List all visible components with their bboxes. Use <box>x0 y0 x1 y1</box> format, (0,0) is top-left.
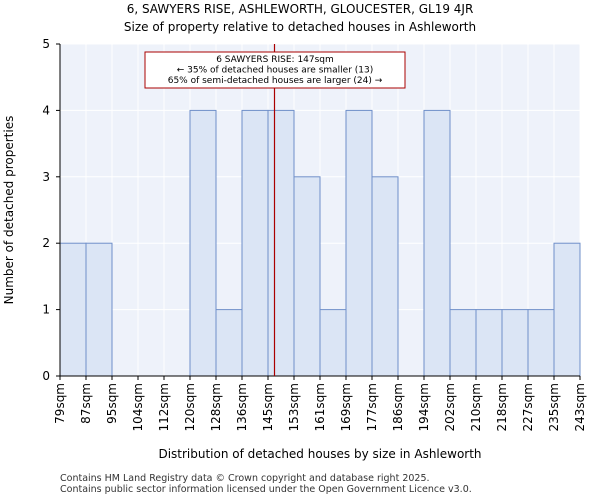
x-tick-label: 177sqm <box>365 383 379 431</box>
y-tick-label: 5 <box>42 37 50 51</box>
x-tick-label: 202sqm <box>443 383 457 431</box>
histogram-bar <box>319 309 347 377</box>
x-tick-label: 128sqm <box>209 383 223 431</box>
histogram-bar <box>527 309 555 377</box>
x-tick-label: 112sqm <box>157 383 171 431</box>
y-tick-label: 0 <box>42 369 50 383</box>
x-axis-title: Distribution of detached houses by size … <box>158 447 481 461</box>
histogram-bar <box>423 109 451 377</box>
annotation-text: 6 SAWYERS RISE: 147sqm <box>216 55 334 65</box>
annotation-box <box>144 51 406 89</box>
x-tick-label: 218sqm <box>495 383 509 431</box>
x-tick-label: 87sqm <box>79 383 93 424</box>
y-tick-label: 3 <box>42 170 50 184</box>
y-tick-label: 1 <box>42 303 50 317</box>
chart-title: 6, SAWYERS RISE, ASHLEWORTH, GLOUCESTER,… <box>126 2 474 16</box>
x-tick-label: 145sqm <box>261 383 275 431</box>
histogram-bar <box>501 309 529 377</box>
x-tick-label: 120sqm <box>183 383 197 431</box>
histogram-bar <box>59 242 87 377</box>
x-tick-label: 136sqm <box>235 383 249 431</box>
y-tick-label: 2 <box>42 236 50 250</box>
x-tick-label: 79sqm <box>53 383 67 424</box>
x-tick-label: 104sqm <box>131 383 145 431</box>
histogram-bar <box>241 109 269 377</box>
y-tick-label: 4 <box>42 103 50 117</box>
histogram-bar <box>475 309 503 377</box>
y-axis-title: Number of detached properties <box>2 116 16 305</box>
annotation-text: 65% of semi-detached houses are larger (… <box>168 76 383 86</box>
histogram-bar <box>345 109 373 377</box>
x-tick-label: 210sqm <box>469 383 483 431</box>
histogram-bar <box>189 109 217 377</box>
x-tick-label: 153sqm <box>287 383 301 431</box>
annotation-text: ← 35% of detached houses are smaller (13… <box>177 66 374 76</box>
x-tick-label: 194sqm <box>417 383 431 431</box>
histogram-bar <box>267 109 295 377</box>
x-tick-label: 169sqm <box>339 383 353 431</box>
x-tick-label: 95sqm <box>105 383 119 424</box>
histogram-bar <box>371 176 399 377</box>
x-tick-label: 161sqm <box>313 383 327 431</box>
histogram-bar <box>553 242 581 377</box>
footer-copyright: Contains HM Land Registry data © Crown c… <box>60 473 430 484</box>
histogram-bar <box>449 309 477 377</box>
histogram-bar <box>293 176 321 377</box>
footer-licence: Contains public sector information licen… <box>60 484 472 495</box>
x-tick-label: 186sqm <box>391 383 405 431</box>
chart-subtitle: Size of property relative to detached ho… <box>123 20 477 34</box>
x-tick-label: 235sqm <box>547 383 561 431</box>
histogram-bar <box>85 242 113 377</box>
x-tick-label: 243sqm <box>573 383 587 431</box>
histogram-bar <box>215 309 243 377</box>
x-tick-label: 227sqm <box>521 383 535 431</box>
